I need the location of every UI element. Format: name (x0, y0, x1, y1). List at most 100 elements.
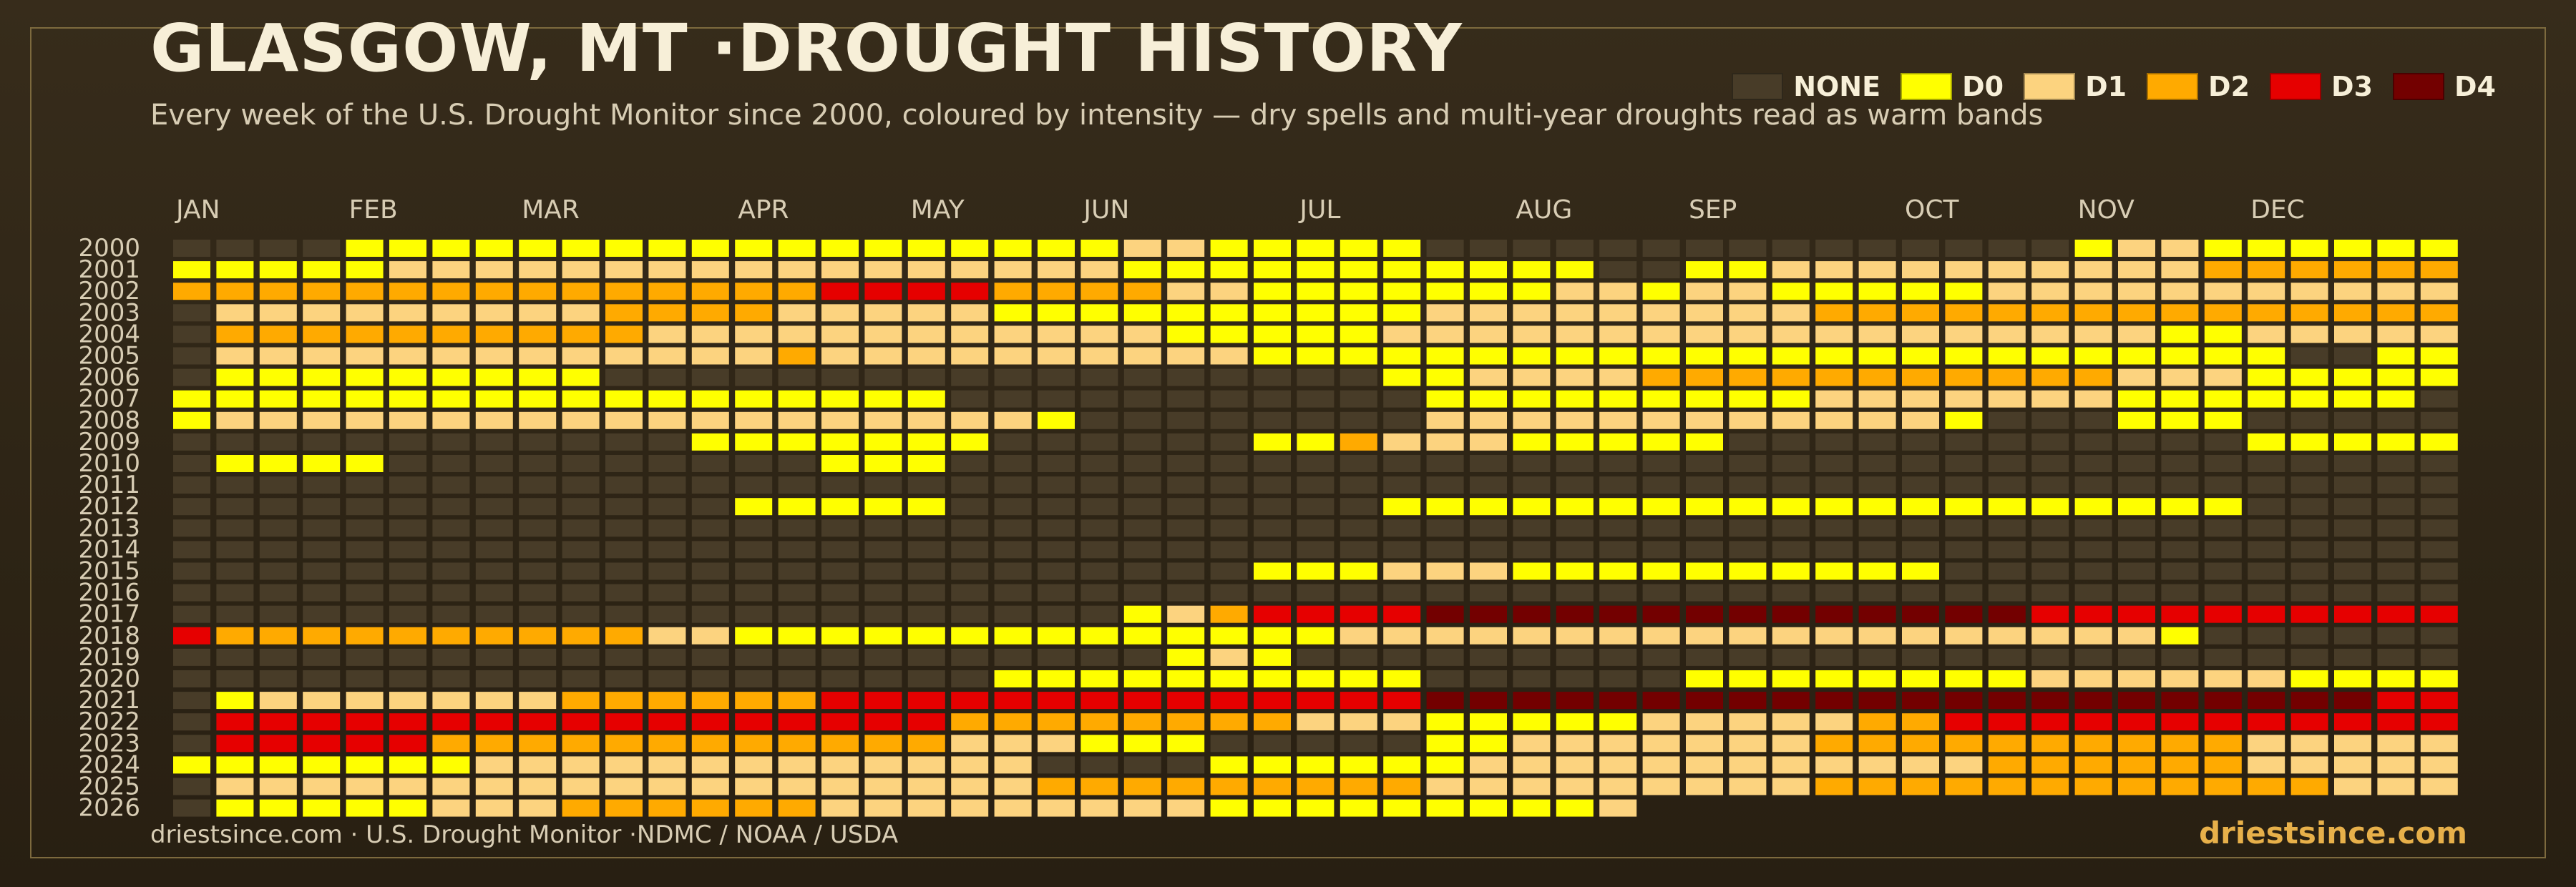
heatmap-cell (648, 670, 686, 687)
heatmap-cell (2031, 240, 2069, 257)
heatmap-cell (1729, 433, 1767, 451)
heatmap-cell (519, 476, 557, 494)
heatmap-cell (432, 304, 470, 322)
heatmap-cell (1080, 283, 1118, 300)
heatmap-cell (1513, 756, 1551, 774)
heatmap-cell (1080, 390, 1118, 408)
heatmap-cell (2074, 283, 2112, 300)
heatmap-cell (389, 584, 426, 602)
heatmap-cell (2420, 304, 2458, 322)
heatmap-cell (994, 627, 1032, 645)
brand-link[interactable]: driestsince.com (2199, 815, 2467, 851)
heatmap-cell (1729, 562, 1767, 580)
heatmap-cell (1297, 756, 1335, 774)
heatmap-cell (1038, 476, 1075, 494)
heatmap-cell (994, 498, 1032, 516)
heatmap-cell (1210, 584, 1248, 602)
heatmap-cell (907, 627, 945, 645)
heatmap-cell (735, 735, 773, 753)
heatmap-cell (735, 390, 773, 408)
heatmap-cell (2074, 605, 2112, 623)
heatmap-cell (864, 713, 902, 731)
x-tick-jul: JUL (1298, 195, 1340, 225)
heatmap-cell (346, 562, 384, 580)
heatmap-cell (1599, 605, 1637, 623)
heatmap-cell (1470, 411, 1507, 429)
heatmap-cell (216, 476, 254, 494)
heatmap-cell (2118, 562, 2155, 580)
heatmap-cell (1945, 325, 1983, 343)
heatmap-cell (389, 433, 426, 451)
heatmap-cell (2248, 670, 2285, 687)
heatmap-cell (735, 756, 773, 774)
heatmap-cell (2161, 541, 2199, 559)
heatmap-cell (2074, 347, 2112, 365)
heatmap-cell (2161, 692, 2199, 710)
heatmap-cell (2290, 519, 2328, 537)
heatmap-cell (2334, 778, 2371, 795)
heatmap-cell (2420, 735, 2458, 753)
heatmap-cell (1210, 498, 1248, 516)
heatmap-cell (2420, 347, 2458, 365)
heatmap-cell (2074, 498, 2112, 516)
heatmap-cell (1599, 455, 1637, 472)
y-tick-2002: 2002 (78, 277, 140, 305)
heatmap-cell (1167, 240, 1205, 257)
heatmap-cell (1297, 283, 1335, 300)
heatmap-cell (1340, 605, 1377, 623)
heatmap-cell (389, 756, 426, 774)
heatmap-cell (2031, 433, 2069, 451)
heatmap-cell (216, 713, 254, 731)
heatmap-cell (648, 455, 686, 472)
heatmap-cell (1254, 476, 1291, 494)
heatmap-cell (1210, 304, 1248, 322)
heatmap-cell (1383, 735, 1421, 753)
heatmap-cell (1556, 627, 1594, 645)
y-tick-2023: 2023 (78, 729, 140, 758)
heatmap-cell (2334, 541, 2371, 559)
heatmap-cell (605, 799, 643, 817)
heatmap-cell (1815, 455, 1853, 472)
heatmap-cell (2334, 283, 2371, 300)
heatmap-cell (1470, 735, 1507, 753)
heatmap-cell (1297, 584, 1335, 602)
heatmap-cell (519, 498, 557, 516)
y-tick-2025: 2025 (78, 773, 140, 801)
heatmap-cell (1470, 584, 1507, 602)
heatmap-cell (1858, 347, 1896, 365)
heatmap-cell (1815, 562, 1853, 580)
heatmap-cell (1383, 541, 1421, 559)
heatmap-cell (1858, 455, 1896, 472)
heatmap-cell (389, 713, 426, 731)
heatmap-cell (951, 648, 989, 666)
heatmap-cell (1426, 368, 1464, 386)
heatmap-cell (1167, 325, 1205, 343)
heatmap-cell (1167, 541, 1205, 559)
heatmap-cell (475, 304, 513, 322)
heatmap-cell (1772, 713, 1810, 731)
heatmap-cell (2074, 562, 2112, 580)
heatmap-cell (346, 584, 384, 602)
heatmap-cell (259, 476, 297, 494)
heatmap-cell (951, 283, 989, 300)
heatmap-cell (1945, 455, 1983, 472)
heatmap-cell (1340, 584, 1377, 602)
heatmap-cell (259, 648, 297, 666)
heatmap-cell (2248, 498, 2285, 516)
heatmap-cell (432, 778, 470, 795)
heatmap-cell (1556, 390, 1594, 408)
heatmap-cell (1642, 562, 1680, 580)
heatmap-cell (1167, 347, 1205, 365)
heatmap-cell (1772, 562, 1810, 580)
heatmap-cell (1470, 605, 1507, 623)
heatmap-cell (1686, 692, 1723, 710)
heatmap-cell (1686, 735, 1723, 753)
heatmap-cell (1210, 627, 1248, 645)
heatmap-cell (562, 240, 600, 257)
heatmap-cell (691, 519, 729, 537)
heatmap-cell (864, 799, 902, 817)
heatmap-cell (259, 584, 297, 602)
heatmap-cell (346, 283, 384, 300)
heatmap-cell (2290, 476, 2328, 494)
heatmap-cell (1167, 261, 1205, 279)
